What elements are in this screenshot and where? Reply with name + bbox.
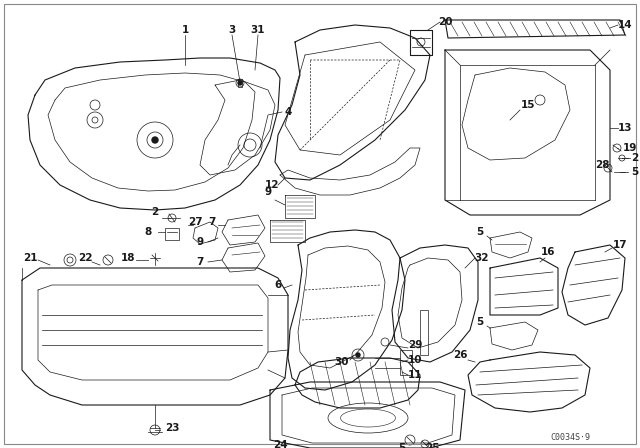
Text: 25: 25 (425, 443, 439, 448)
Text: 6: 6 (275, 280, 282, 290)
Text: 10: 10 (408, 355, 422, 365)
Text: 5: 5 (398, 443, 406, 448)
Text: 1: 1 (181, 25, 189, 35)
Text: 13: 13 (618, 123, 632, 133)
Text: 8: 8 (145, 227, 152, 237)
Text: 11: 11 (408, 370, 422, 380)
Text: 17: 17 (612, 240, 627, 250)
Text: 22: 22 (77, 253, 92, 263)
Text: 27: 27 (188, 217, 202, 227)
Text: 20: 20 (438, 17, 452, 27)
Text: 5: 5 (476, 227, 484, 237)
Text: 16: 16 (541, 247, 556, 257)
Text: 2: 2 (632, 153, 639, 163)
Text: 7: 7 (208, 217, 216, 227)
Text: 28: 28 (595, 160, 609, 170)
Text: 5: 5 (476, 317, 484, 327)
Text: 24: 24 (273, 440, 287, 448)
Text: 29: 29 (408, 340, 422, 350)
Text: 15: 15 (521, 100, 535, 110)
Text: 4: 4 (284, 107, 292, 117)
Text: 23: 23 (164, 423, 179, 433)
Text: C0034S·9: C0034S·9 (550, 434, 590, 443)
Text: 21: 21 (23, 253, 37, 263)
Text: 31: 31 (251, 25, 265, 35)
Circle shape (238, 81, 242, 85)
Text: 2: 2 (152, 207, 159, 217)
Text: 30: 30 (335, 357, 349, 367)
Text: 12: 12 (265, 180, 279, 190)
Text: 7: 7 (196, 257, 204, 267)
Circle shape (356, 353, 360, 357)
Circle shape (152, 137, 158, 143)
Text: 5: 5 (632, 167, 639, 177)
Text: 18: 18 (121, 253, 135, 263)
Text: 32: 32 (475, 253, 489, 263)
Text: 26: 26 (452, 350, 467, 360)
Text: 9: 9 (196, 237, 204, 247)
Text: 19: 19 (623, 143, 637, 153)
Text: 3: 3 (228, 25, 236, 35)
Text: 9: 9 (264, 187, 271, 197)
Text: 14: 14 (618, 20, 632, 30)
